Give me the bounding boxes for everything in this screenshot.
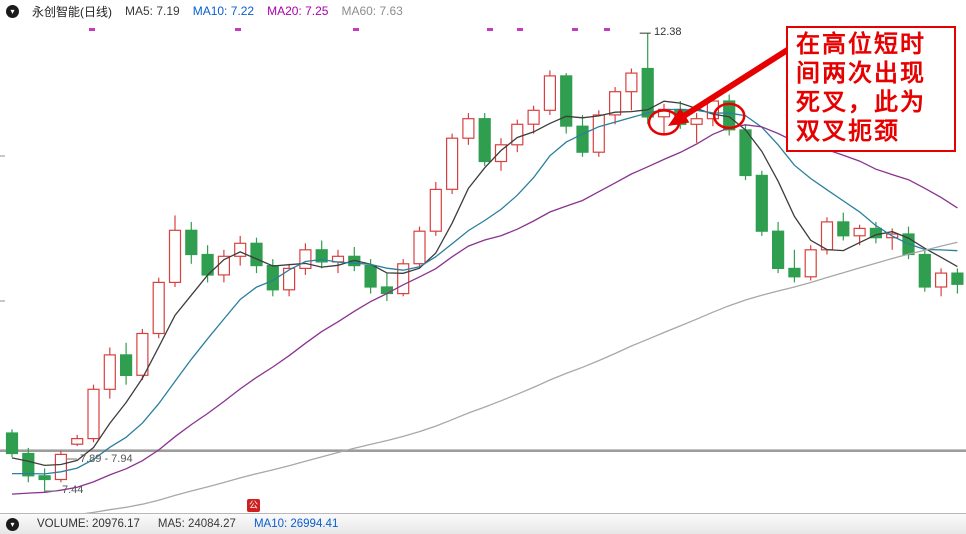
- candle-body: [119, 354, 133, 376]
- candle-body: [951, 272, 964, 285]
- signal-marker: [353, 28, 359, 31]
- death-cross-circle: [712, 102, 746, 130]
- candle-body: [136, 332, 149, 376]
- annotation-line: 间两次出现: [796, 61, 926, 87]
- candle-body: [576, 125, 589, 153]
- candle-body: [54, 453, 68, 481]
- candle-body: [185, 229, 198, 256]
- candle-body: [5, 432, 19, 455]
- event-badge[interactable]: 公: [247, 499, 260, 512]
- candle-body: [543, 75, 557, 111]
- candle-body: [152, 281, 165, 335]
- ma5-legend: MA5: 7.19: [125, 4, 180, 18]
- candle-body: [413, 230, 426, 265]
- axis-tick: [0, 155, 5, 157]
- candle-body: [283, 267, 296, 291]
- candle-body: [853, 227, 866, 237]
- signal-marker: [517, 28, 523, 31]
- candle-body: [706, 100, 720, 120]
- candle-body: [315, 249, 328, 263]
- candle-body: [608, 91, 622, 116]
- candle-body: [771, 230, 785, 269]
- candle-body: [266, 265, 279, 291]
- signal-marker: [487, 28, 493, 31]
- candle-body: [429, 188, 442, 232]
- candle-body: [250, 242, 263, 267]
- ma20-legend: MA20: 7.25: [267, 4, 329, 18]
- candle-body: [625, 72, 638, 93]
- candle-body: [886, 233, 899, 239]
- candle-body: [755, 174, 768, 232]
- candle-body: [918, 253, 931, 288]
- stock-selector-icon[interactable]: ▾: [6, 4, 19, 18]
- candle-body: [674, 108, 687, 125]
- signal-marker: [604, 28, 610, 31]
- candle-body: [934, 272, 948, 288]
- candle-body: [641, 67, 654, 118]
- annotation-line: 死叉，此为: [796, 90, 926, 116]
- candle-body: [820, 221, 834, 251]
- candle-body: [348, 255, 361, 267]
- ma10-legend: MA10: 7.22: [192, 4, 255, 18]
- candle-body: [788, 267, 801, 278]
- axis-tick: [0, 300, 5, 302]
- candle-body: [560, 75, 573, 127]
- candle-body: [527, 109, 540, 125]
- candle-body: [494, 144, 508, 163]
- stock-title: 永创智能(日线): [32, 4, 112, 19]
- candle-body: [168, 229, 182, 284]
- candle-body: [869, 227, 883, 239]
- volume-ma10-value: MA10: 26994.41: [253, 518, 339, 530]
- gap-price-label: 7.89 - 7.94: [80, 453, 133, 465]
- candle-body: [299, 249, 312, 270]
- chart-header: ▾ 永创智能(日线) MA5: 7.19 MA10: 7.22 MA20: 7.…: [0, 0, 966, 22]
- candle-body: [511, 123, 524, 146]
- annotation-arrow: [668, 39, 802, 126]
- volume-value: VOLUME: 20976.17: [37, 518, 140, 530]
- candlestick-chart[interactable]: 12.38 7.89 - 7.94 7.44 在高位短时 间两次出现 死叉，此为…: [0, 22, 966, 513]
- candle-body: [103, 354, 116, 390]
- candle-body: [902, 233, 915, 256]
- annotation-line: 双叉扼颈: [796, 119, 900, 145]
- candle-body: [234, 242, 247, 257]
- candle-body: [201, 253, 214, 276]
- candle-body: [217, 255, 230, 276]
- candle-body: [657, 108, 671, 118]
- candle-body: [690, 118, 703, 125]
- candle-body: [364, 265, 377, 288]
- signal-marker: [89, 28, 95, 31]
- candle-body: [592, 114, 605, 153]
- signal-marker: [572, 28, 578, 31]
- support-line: [0, 449, 966, 452]
- volume-bar: ▾ VOLUME: 20976.17 MA5: 24084.27 MA10: 2…: [0, 513, 966, 534]
- annotation-box: 在高位短时 间两次出现 死叉，此为 双叉扼颈: [786, 26, 956, 152]
- candle-body: [71, 438, 84, 445]
- candle-body: [462, 118, 475, 139]
- candle-body: [723, 100, 736, 131]
- signal-marker: [235, 28, 241, 31]
- ma-line-MA20: [11, 124, 958, 495]
- candle-body: [22, 452, 35, 477]
- candle-body: [804, 249, 817, 278]
- annotation-line: 在高位短时: [796, 32, 926, 58]
- ma60-legend: MA60: 7.63: [341, 4, 403, 18]
- candle-body: [38, 475, 51, 481]
- ma-line-MA5: [11, 100, 958, 467]
- peak-price-label: 12.38: [654, 26, 682, 38]
- candle-body: [380, 286, 393, 295]
- candle-body: [331, 255, 345, 263]
- candle-body: [446, 137, 459, 190]
- volume-ma5-value: MA5: 24084.27: [157, 518, 236, 530]
- candle-body: [87, 388, 100, 440]
- candle-body: [397, 263, 410, 295]
- indicator-selector-icon[interactable]: ▾: [6, 517, 19, 531]
- candle-body: [837, 221, 850, 237]
- ma-line-MA60: [84, 241, 958, 513]
- candle-body: [739, 129, 752, 177]
- death-cross-circle: [647, 109, 681, 136]
- ma-line-MA10: [12, 108, 958, 475]
- candle-body: [478, 118, 491, 163]
- low-price-label: 7.44: [62, 484, 84, 496]
